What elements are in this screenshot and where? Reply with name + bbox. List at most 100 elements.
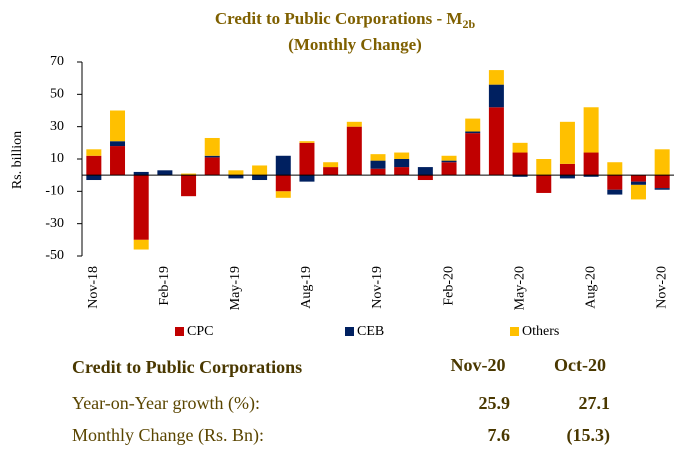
bar-segment bbox=[630, 175, 646, 182]
bar-segment bbox=[323, 167, 339, 176]
y-tick-label: 50 bbox=[50, 87, 64, 102]
x-tick-label: Feb-19 bbox=[157, 266, 172, 306]
bar-segment bbox=[465, 118, 481, 132]
legend-label: CEB bbox=[357, 324, 384, 339]
bar-segment bbox=[299, 175, 315, 182]
table-cell: 7.6 bbox=[488, 425, 511, 445]
bar-segment bbox=[299, 141, 315, 143]
table-cell: 25.9 bbox=[479, 393, 511, 413]
bar-segment bbox=[441, 160, 457, 163]
bar-segment bbox=[346, 121, 362, 127]
x-tick-label: May-19 bbox=[228, 266, 243, 310]
bar-segment bbox=[417, 167, 433, 176]
y-tick-label: 70 bbox=[50, 54, 64, 69]
x-tick-label: Nov-20 bbox=[654, 266, 669, 309]
bar-segment bbox=[370, 168, 386, 176]
bar-segment bbox=[559, 175, 575, 179]
table-header: Oct-20 bbox=[554, 355, 606, 375]
bar-segment bbox=[583, 175, 599, 177]
bar-segment bbox=[110, 141, 126, 147]
bar-segment bbox=[654, 175, 670, 189]
y-tick-label: -50 bbox=[45, 248, 64, 263]
chart-title: Credit to Public Corporations - M bbox=[215, 9, 463, 28]
bar-segment bbox=[654, 188, 670, 190]
chart-title-line: Credit to Public Corporations - M2b bbox=[215, 9, 476, 31]
bar-segment bbox=[370, 154, 386, 161]
bar-segment bbox=[465, 131, 481, 134]
x-tick-label: May-20 bbox=[512, 266, 527, 310]
table-cell: (15.3) bbox=[567, 425, 611, 446]
bar-segment bbox=[441, 162, 457, 176]
chart-title-subscript: 2b bbox=[462, 17, 475, 31]
bar-segment bbox=[181, 173, 197, 176]
bar-segment bbox=[228, 170, 244, 176]
bar-segment bbox=[86, 155, 102, 176]
x-tick-label: Feb-20 bbox=[441, 266, 456, 306]
bar-segment bbox=[86, 149, 102, 156]
bar-segment bbox=[536, 159, 552, 176]
bar-segment bbox=[299, 142, 315, 176]
bar-segment bbox=[607, 162, 623, 176]
bar-segment bbox=[133, 239, 149, 250]
y-tick-label: -30 bbox=[45, 216, 64, 231]
bar-segment bbox=[204, 155, 220, 158]
bar-segment bbox=[488, 84, 504, 108]
bar-segment bbox=[204, 157, 220, 176]
bar-segment bbox=[607, 175, 623, 190]
bar-segment bbox=[252, 165, 268, 176]
bar-segment bbox=[583, 107, 599, 153]
bar-segment bbox=[346, 126, 362, 176]
table-header: Credit to Public Corporations bbox=[72, 357, 302, 377]
bar-segment bbox=[370, 160, 386, 169]
bar-segment bbox=[228, 175, 244, 179]
y-tick-label: -10 bbox=[45, 184, 64, 199]
bar-segment bbox=[488, 107, 504, 176]
bar-segment bbox=[630, 181, 646, 185]
table-cell: Year-on-Year growth (%): bbox=[72, 393, 260, 414]
bar-segment bbox=[86, 175, 102, 181]
bar-segment bbox=[536, 175, 552, 193]
bar-segment bbox=[275, 191, 291, 198]
x-tick-label: Aug-19 bbox=[299, 266, 314, 309]
bar-segment bbox=[607, 189, 623, 195]
bar-segment bbox=[512, 175, 528, 177]
legend-swatch bbox=[510, 327, 519, 336]
x-tick-label: Nov-18 bbox=[86, 266, 101, 309]
bar-segment bbox=[417, 175, 433, 181]
x-tick-label: Nov-19 bbox=[370, 266, 385, 309]
y-axis-title: Rs. billion bbox=[10, 131, 25, 189]
legend-swatch bbox=[345, 327, 354, 336]
table-cell: 27.1 bbox=[579, 393, 611, 413]
x-tick-label: Aug-20 bbox=[583, 266, 598, 309]
bar-segment bbox=[465, 133, 481, 176]
bar-segment bbox=[133, 171, 149, 176]
table-header: Nov-20 bbox=[451, 355, 506, 375]
bar-segment bbox=[583, 152, 599, 176]
bar-segment bbox=[559, 163, 575, 176]
bar-segment bbox=[488, 70, 504, 85]
bar-segment bbox=[110, 146, 126, 176]
y-tick-label: 30 bbox=[50, 119, 64, 134]
bar-segment bbox=[275, 175, 291, 192]
legend-label: CPC bbox=[187, 324, 213, 339]
legend-swatch bbox=[175, 327, 184, 336]
bar-segment bbox=[323, 162, 339, 168]
bar-segment bbox=[654, 149, 670, 176]
table-cell: Monthly Change (Rs. Bn): bbox=[72, 425, 264, 446]
bar-segment bbox=[394, 152, 410, 159]
y-tick-label: 10 bbox=[50, 151, 64, 166]
legend-label: Others bbox=[522, 324, 559, 339]
bar-segment bbox=[441, 155, 457, 161]
bar-segment bbox=[394, 159, 410, 168]
bar-segment bbox=[559, 121, 575, 164]
bar-segment bbox=[181, 175, 197, 197]
bar-segment bbox=[512, 152, 528, 176]
bar-segment bbox=[630, 184, 646, 200]
bar-segment bbox=[394, 167, 410, 176]
bar-segment bbox=[110, 110, 126, 142]
bar-segment bbox=[252, 175, 268, 181]
bar-segment bbox=[275, 155, 291, 176]
bar-segment bbox=[133, 175, 149, 240]
bar-segment bbox=[157, 170, 173, 176]
bar-segment bbox=[512, 142, 528, 153]
